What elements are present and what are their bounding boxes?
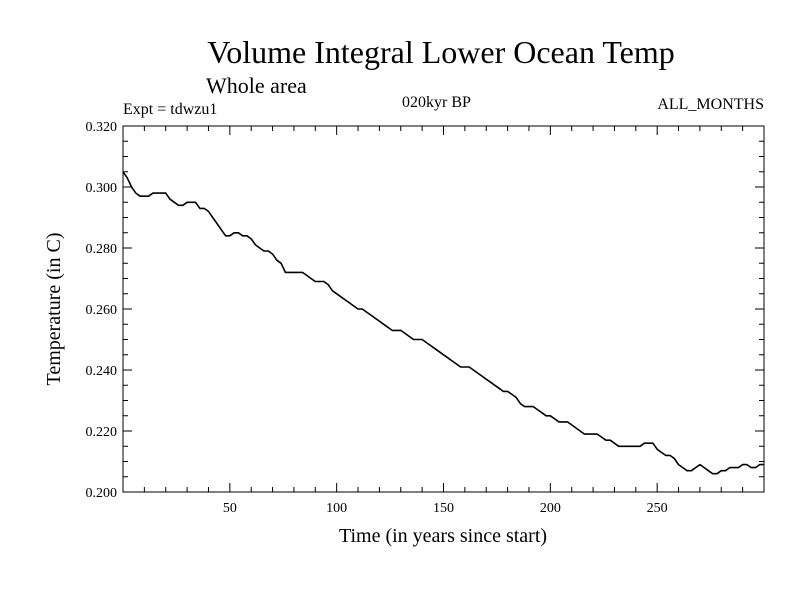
y-tick-label: 0.280 [86, 242, 118, 257]
x-tick-label: 150 [433, 501, 454, 516]
y-axis-label: Temperature (in C) [43, 233, 65, 386]
x-tick-label: 250 [647, 501, 668, 516]
y-axis-ticks [123, 140, 764, 478]
experiment-label: Expt = tdwzu1 [123, 101, 218, 118]
y-tick-label: 0.240 [86, 364, 118, 379]
y-tick-label: 0.300 [86, 181, 118, 196]
y-tick-label: 0.200 [86, 486, 118, 501]
y-axis-tick-labels: 0.200 0.220 0.240 0.260 0.280 0.300 0.320 [86, 120, 118, 501]
period-label: 020kyr BP [402, 94, 471, 111]
y-tick-label: 0.220 [86, 425, 118, 440]
y-tick-label: 0.320 [86, 120, 118, 135]
chart-subtitle: Whole area [206, 73, 307, 98]
chart-title: Volume Integral Lower Ocean Temp [207, 34, 675, 70]
y-tick-label: 0.260 [86, 303, 118, 318]
x-axis-tick-labels: 50 100 150 200 250 [223, 501, 668, 516]
temperature-series-line [122, 171, 764, 475]
plot-frame [122, 125, 765, 493]
months-label: ALL_MONTHS [657, 96, 764, 113]
x-tick-label: 200 [540, 501, 561, 516]
x-tick-label: 50 [223, 501, 237, 516]
x-tick-label: 100 [326, 501, 347, 516]
x-axis-label: Time (in years since start) [339, 525, 547, 547]
x-axis-ticks [143, 126, 744, 492]
